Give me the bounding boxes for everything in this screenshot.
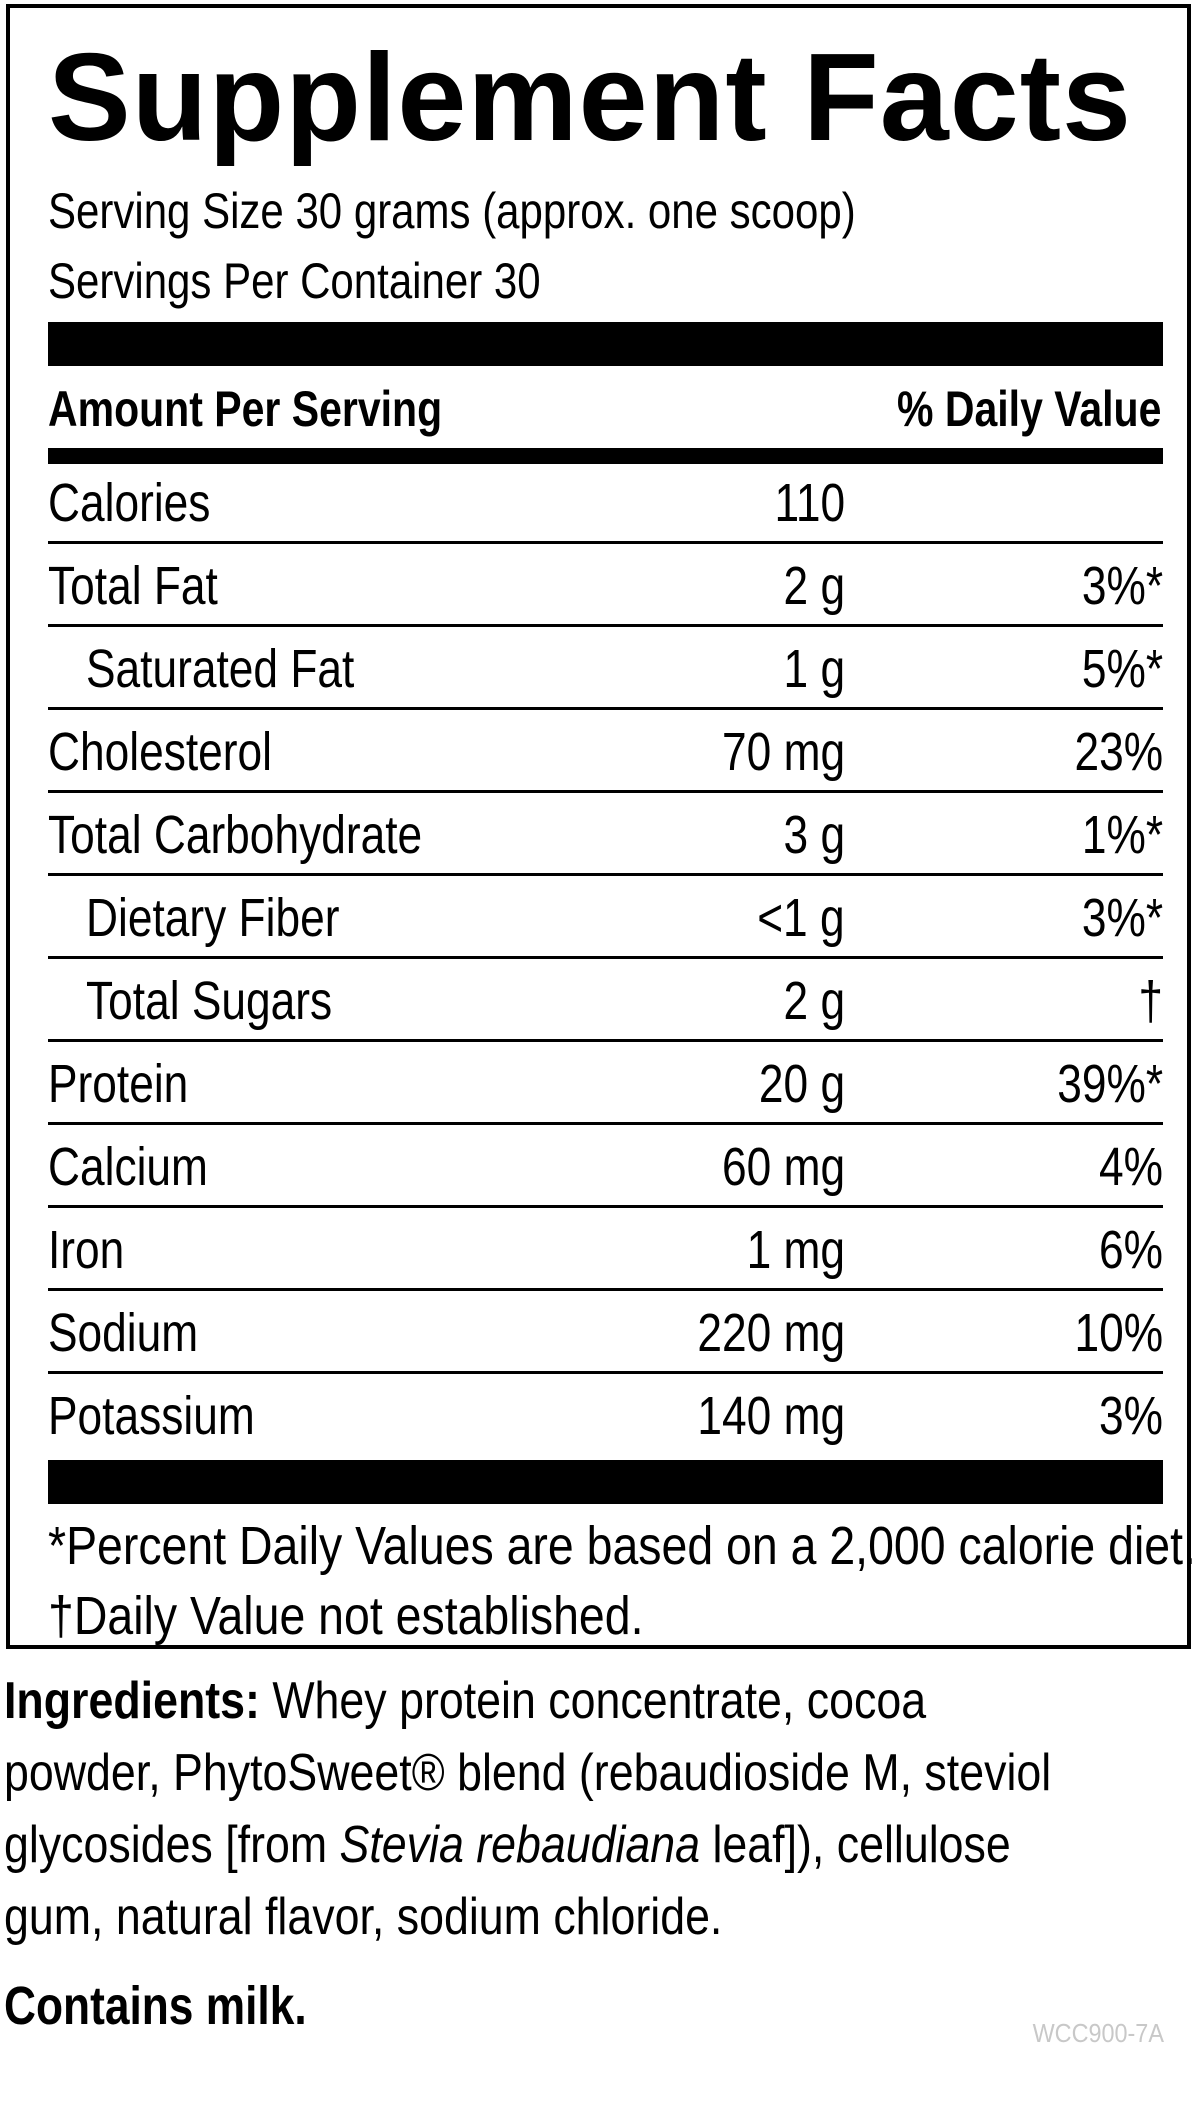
nutrient-name: Calories xyxy=(48,473,211,533)
row-divider xyxy=(48,1039,1163,1042)
nutrient-name: Potassium xyxy=(48,1386,255,1446)
nutrient-amount: 1 g xyxy=(783,639,845,699)
row-divider xyxy=(48,1288,1163,1291)
nutrient-daily-value: 1%* xyxy=(1081,805,1163,865)
nutrient-name: Iron xyxy=(48,1220,125,1280)
servings-per-container: Servings Per Container 30 xyxy=(48,253,541,309)
nutrient-amount: 70 mg xyxy=(721,722,845,782)
nutrient-name: Sodium xyxy=(48,1303,199,1363)
nutrient-amount: 20 g xyxy=(758,1054,845,1114)
nutrient-daily-value: 4% xyxy=(1099,1137,1163,1197)
allergen-statement: Contains milk. xyxy=(4,1976,307,2036)
nutrient-amount: 220 mg xyxy=(697,1303,845,1363)
nutrient-daily-value: 39%* xyxy=(1057,1054,1163,1114)
nutrient-amount: <1 g xyxy=(757,888,845,948)
medium-divider xyxy=(48,448,1163,464)
nutrient-daily-value: † xyxy=(1138,971,1163,1031)
row-divider xyxy=(48,1205,1163,1208)
nutrient-row: Total Carbohydrate 3 g 1%* xyxy=(48,792,1163,876)
thick-divider-bottom xyxy=(48,1460,1163,1504)
ingredients-text-1: Whey protein concentrate, cocoa powder, … xyxy=(4,1672,1052,1874)
nutrient-amount: 3 g xyxy=(783,805,845,865)
row-divider xyxy=(48,541,1163,544)
nutrient-name: Saturated Fat xyxy=(86,639,355,699)
row-divider xyxy=(48,707,1163,710)
nutrient-row: Total Sugars 2 g † xyxy=(48,958,1163,1042)
footnote-percent-dv: *Percent Daily Values are based on a 2,0… xyxy=(48,1516,1196,1576)
nutrient-row: Calories 110 xyxy=(48,460,1163,544)
nutrient-daily-value: 10% xyxy=(1074,1303,1163,1363)
row-divider xyxy=(48,873,1163,876)
ingredients-text-2: leaf]), cellulose gum, natural flavor, s… xyxy=(4,1816,1011,1946)
nutrient-row: Total Fat 2 g 3%* xyxy=(48,543,1163,627)
nutrient-name: Total Carbohydrate xyxy=(48,805,423,865)
nutrient-daily-value: 3%* xyxy=(1081,556,1163,616)
nutrient-row: Sodium 220 mg 10% xyxy=(48,1290,1163,1374)
nutrient-amount: 60 mg xyxy=(721,1137,845,1197)
nutrient-amount: 140 mg xyxy=(697,1386,845,1446)
footnote-not-established: †Daily Value not established. xyxy=(48,1586,644,1646)
nutrient-row: Protein 20 g 39%* xyxy=(48,1041,1163,1125)
ingredients-label: Ingredients: xyxy=(4,1672,260,1730)
nutrient-amount: 2 g xyxy=(783,556,845,616)
nutrient-amount: 1 mg xyxy=(746,1220,845,1280)
nutrient-name: Calcium xyxy=(48,1137,208,1197)
row-divider xyxy=(48,1371,1163,1374)
nutrient-amount: 2 g xyxy=(783,971,845,1031)
daily-value-header: % Daily Value xyxy=(896,381,1161,437)
supplement-facts-panel: Supplement Facts Serving Size 30 grams (… xyxy=(6,4,1196,1649)
amount-per-serving-header: Amount Per Serving xyxy=(48,381,443,437)
ingredients: Ingredients: Whey protein concentrate, c… xyxy=(4,1665,1079,1953)
nutrient-daily-value: 23% xyxy=(1074,722,1163,782)
nutrient-row: Calcium 60 mg 4% xyxy=(48,1124,1163,1208)
row-divider xyxy=(48,956,1163,959)
nutrient-name: Protein xyxy=(48,1054,189,1114)
nutrient-row: Iron 1 mg 6% xyxy=(48,1207,1163,1291)
thick-divider-top xyxy=(48,322,1163,366)
nutrient-amount: 110 xyxy=(774,473,845,533)
nutrient-name: Dietary Fiber xyxy=(86,888,340,948)
row-divider xyxy=(48,624,1163,627)
nutrient-daily-value: 3%* xyxy=(1081,888,1163,948)
nutrient-daily-value: 6% xyxy=(1099,1220,1163,1280)
nutrient-row: Saturated Fat 1 g 5%* xyxy=(48,626,1163,710)
nutrient-row: Cholesterol 70 mg 23% xyxy=(48,709,1163,793)
nutrient-name: Total Fat xyxy=(48,556,218,616)
panel-title: Supplement Facts xyxy=(48,29,1132,167)
row-divider xyxy=(48,790,1163,793)
nutrient-daily-value: 5%* xyxy=(1081,639,1163,699)
product-code: WCC900-7A xyxy=(1032,2018,1164,2048)
ingredients-italic: Stevia rebaudiana xyxy=(339,1816,701,1874)
nutrient-row: Potassium 140 mg 3% xyxy=(48,1373,1163,1457)
row-divider xyxy=(48,1122,1163,1125)
nutrient-row: Dietary Fiber <1 g 3%* xyxy=(48,875,1163,959)
nutrient-daily-value: 3% xyxy=(1099,1386,1163,1446)
nutrient-name: Total Sugars xyxy=(86,971,333,1031)
serving-size: Serving Size 30 grams (approx. one scoop… xyxy=(48,183,856,239)
nutrient-name: Cholesterol xyxy=(48,722,272,782)
